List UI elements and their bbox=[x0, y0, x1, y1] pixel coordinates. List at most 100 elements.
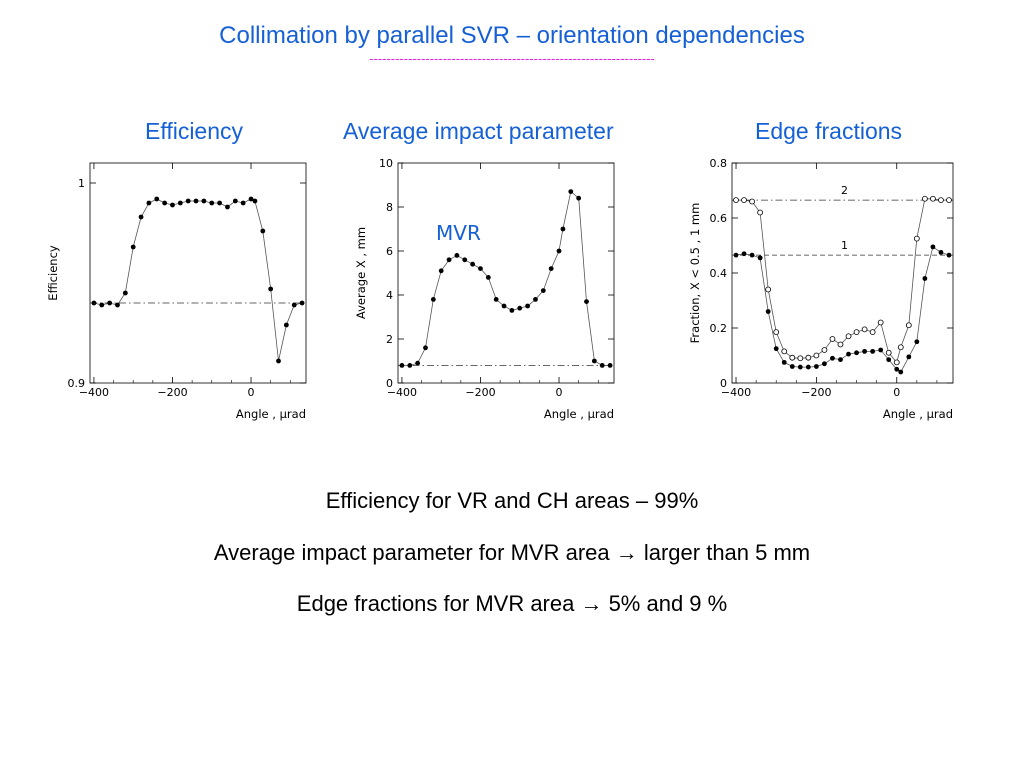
y-tick-label: 0.6 bbox=[710, 212, 728, 225]
data-point bbox=[493, 297, 499, 302]
data-point-open bbox=[837, 341, 844, 348]
data-point bbox=[517, 305, 523, 311]
edge-chart: −400 −200 0 0 0.2 0.4 0.6 0.8 Angle , μrad Fracti… bbox=[688, 157, 954, 421]
data-point bbox=[438, 268, 444, 274]
x-tick-label: −400 bbox=[79, 386, 109, 399]
data-point-open bbox=[765, 286, 772, 293]
x-tick-label: −200 bbox=[801, 386, 831, 399]
data-point-open bbox=[913, 235, 920, 242]
data-point bbox=[591, 358, 597, 364]
data-point bbox=[862, 348, 867, 354]
data-point bbox=[470, 261, 476, 267]
data-point bbox=[122, 290, 128, 296]
x-axis-label: Angle , μrad bbox=[544, 407, 614, 421]
data-point bbox=[454, 253, 460, 258]
data-point-open bbox=[741, 197, 747, 204]
data-point bbox=[781, 359, 787, 365]
heading-efficiency: Efficiency bbox=[145, 118, 244, 144]
y-tick-label: 0 bbox=[720, 377, 727, 390]
reference-line-label: 2 bbox=[841, 184, 848, 197]
data-point bbox=[789, 364, 795, 369]
data-point bbox=[407, 363, 413, 368]
data-point bbox=[260, 228, 266, 234]
heading-impact: Average impact parameter bbox=[343, 118, 614, 144]
data-point-open bbox=[845, 333, 852, 340]
data-point-open bbox=[813, 352, 820, 359]
data-point bbox=[946, 252, 952, 258]
data-point-open bbox=[853, 329, 860, 336]
data-point bbox=[217, 200, 223, 206]
data-point bbox=[906, 354, 912, 360]
y-tick-label: 4 bbox=[386, 289, 393, 302]
data-point bbox=[733, 252, 739, 258]
data-point bbox=[232, 198, 238, 204]
data-point bbox=[462, 257, 468, 263]
data-point bbox=[540, 288, 546, 293]
data-point bbox=[299, 300, 305, 306]
data-point bbox=[162, 200, 168, 206]
x-axis-label: Angle , μrad bbox=[236, 407, 306, 421]
data-point bbox=[252, 198, 258, 204]
data-point bbox=[99, 302, 105, 308]
data-point bbox=[922, 276, 928, 281]
plot-frame bbox=[89, 162, 307, 384]
y-axis-label: Fraction, X < 0.5 , 1 mm bbox=[688, 203, 702, 344]
data-point bbox=[584, 299, 589, 304]
data-point bbox=[930, 244, 936, 250]
data-point bbox=[509, 308, 515, 313]
series-line-0 bbox=[401, 190, 611, 366]
data-point-open bbox=[921, 195, 928, 202]
data-point bbox=[576, 195, 582, 201]
data-point bbox=[757, 255, 763, 261]
data-point bbox=[485, 275, 491, 280]
note-efficiency: Efficiency for VR and CH areas – 99% bbox=[325, 488, 699, 513]
data-point bbox=[225, 204, 230, 210]
data-point bbox=[525, 303, 530, 309]
data-point bbox=[415, 360, 421, 366]
y-tick-label: 10 bbox=[379, 157, 393, 170]
data-point bbox=[773, 346, 779, 352]
data-point bbox=[830, 355, 835, 361]
y-axis-label: Average X , mm bbox=[354, 227, 368, 319]
data-point bbox=[533, 297, 538, 302]
slide-title: Collimation by parallel SVR – orientatio… bbox=[219, 22, 805, 49]
series-line-0 bbox=[735, 246, 950, 373]
data-point bbox=[430, 297, 436, 302]
data-point-open bbox=[829, 336, 836, 342]
data-point bbox=[399, 363, 405, 368]
data-point bbox=[894, 366, 900, 372]
data-point bbox=[283, 322, 289, 328]
data-point bbox=[478, 266, 483, 271]
y-tick-label: 0.2 bbox=[710, 322, 728, 335]
plot-frame bbox=[397, 162, 615, 384]
efficiency-chart: −400 −200 0 0.9 1 Angle , μrad Efficiency bbox=[46, 162, 307, 421]
heading-edge: Edge fractions bbox=[755, 118, 903, 144]
data-point bbox=[291, 302, 297, 308]
data-point bbox=[838, 357, 843, 363]
data-point-open bbox=[749, 198, 755, 205]
data-point bbox=[607, 363, 613, 368]
data-point bbox=[599, 363, 605, 368]
data-point bbox=[193, 198, 199, 204]
y-tick-label: 2 bbox=[386, 333, 393, 346]
data-point bbox=[240, 200, 246, 206]
data-point bbox=[914, 339, 920, 345]
data-point-open bbox=[893, 359, 900, 366]
impact-chart: −400 −200 0 0 2 4 6 8 10 Angle , μrad Average X , … bbox=[354, 157, 615, 421]
x-tick-label: 0 bbox=[893, 386, 900, 399]
data-point-open bbox=[781, 348, 788, 355]
x-tick-label: −200 bbox=[465, 386, 495, 399]
data-point-open bbox=[905, 322, 912, 329]
series-line-1 bbox=[736, 198, 949, 364]
data-point bbox=[146, 200, 152, 206]
data-point bbox=[185, 198, 191, 204]
data-point-open bbox=[946, 197, 952, 204]
data-point bbox=[898, 369, 904, 375]
data-point bbox=[560, 226, 566, 232]
data-point bbox=[822, 361, 827, 367]
data-point bbox=[446, 257, 452, 263]
data-point bbox=[115, 302, 120, 308]
data-point bbox=[749, 252, 755, 258]
reference-line-label: 1 bbox=[841, 239, 848, 252]
data-point bbox=[138, 214, 144, 220]
